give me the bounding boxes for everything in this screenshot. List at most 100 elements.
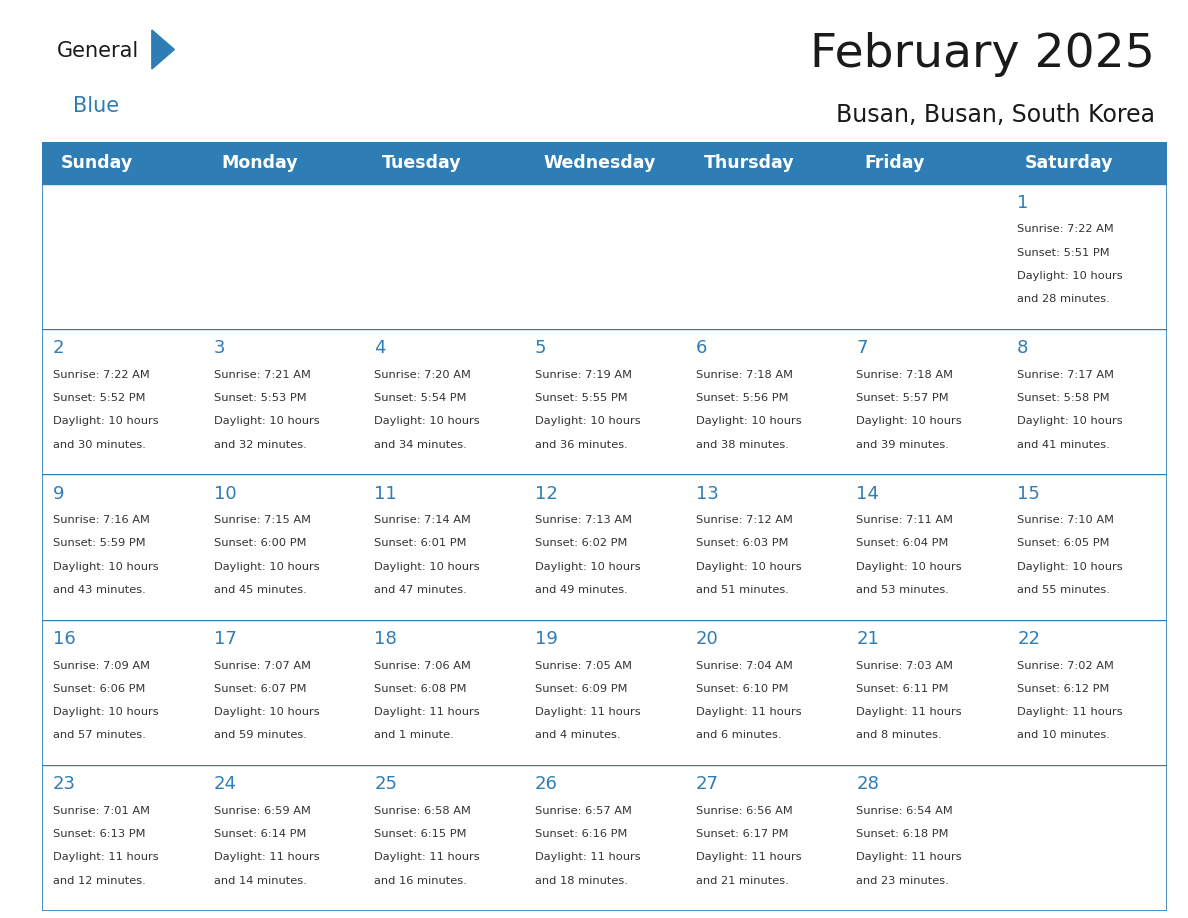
Polygon shape — [152, 30, 175, 69]
Text: Daylight: 10 hours: Daylight: 10 hours — [214, 707, 320, 717]
Text: and 38 minutes.: and 38 minutes. — [696, 440, 789, 450]
Text: Sunrise: 7:03 AM: Sunrise: 7:03 AM — [857, 661, 954, 670]
Text: Daylight: 10 hours: Daylight: 10 hours — [696, 416, 802, 426]
Text: Sunrise: 7:12 AM: Sunrise: 7:12 AM — [696, 515, 792, 525]
Text: Sunrise: 7:18 AM: Sunrise: 7:18 AM — [857, 370, 954, 380]
Text: and 53 minutes.: and 53 minutes. — [857, 585, 949, 595]
Text: 3: 3 — [214, 339, 225, 357]
Text: 4: 4 — [374, 339, 386, 357]
Text: Sunrise: 7:15 AM: Sunrise: 7:15 AM — [214, 515, 310, 525]
Text: and 55 minutes.: and 55 minutes. — [1017, 585, 1110, 595]
Text: Sunset: 5:57 PM: Sunset: 5:57 PM — [857, 393, 949, 403]
Text: Sunrise: 7:11 AM: Sunrise: 7:11 AM — [857, 515, 954, 525]
Text: and 30 minutes.: and 30 minutes. — [52, 440, 146, 450]
Text: Sunrise: 6:59 AM: Sunrise: 6:59 AM — [214, 806, 310, 816]
Text: 28: 28 — [857, 776, 879, 793]
Text: Daylight: 10 hours: Daylight: 10 hours — [1017, 416, 1123, 426]
Text: Blue: Blue — [74, 95, 119, 116]
Text: Daylight: 11 hours: Daylight: 11 hours — [535, 707, 640, 717]
Text: Sunrise: 7:19 AM: Sunrise: 7:19 AM — [535, 370, 632, 380]
Text: Sunset: 6:07 PM: Sunset: 6:07 PM — [214, 684, 307, 694]
Text: Sunrise: 7:21 AM: Sunrise: 7:21 AM — [214, 370, 310, 380]
Text: 18: 18 — [374, 630, 397, 648]
Text: Sunrise: 7:10 AM: Sunrise: 7:10 AM — [1017, 515, 1114, 525]
Text: and 14 minutes.: and 14 minutes. — [214, 876, 307, 886]
Text: and 59 minutes.: and 59 minutes. — [214, 731, 307, 740]
Text: Sunset: 5:55 PM: Sunset: 5:55 PM — [535, 393, 627, 403]
Text: Sunday: Sunday — [61, 154, 133, 172]
Text: Sunset: 6:11 PM: Sunset: 6:11 PM — [857, 684, 949, 694]
Text: Sunset: 6:18 PM: Sunset: 6:18 PM — [857, 829, 949, 839]
Text: Daylight: 11 hours: Daylight: 11 hours — [52, 853, 158, 863]
Text: and 51 minutes.: and 51 minutes. — [696, 585, 789, 595]
Text: Daylight: 10 hours: Daylight: 10 hours — [1017, 562, 1123, 572]
Text: Daylight: 10 hours: Daylight: 10 hours — [374, 416, 480, 426]
Text: 24: 24 — [214, 776, 236, 793]
Text: Sunset: 5:52 PM: Sunset: 5:52 PM — [52, 393, 145, 403]
Text: 16: 16 — [52, 630, 76, 648]
Text: February 2025: February 2025 — [810, 32, 1156, 77]
Text: Sunset: 6:10 PM: Sunset: 6:10 PM — [696, 684, 788, 694]
Text: 20: 20 — [696, 630, 719, 648]
Text: Daylight: 10 hours: Daylight: 10 hours — [535, 562, 640, 572]
Text: Sunset: 5:58 PM: Sunset: 5:58 PM — [1017, 393, 1110, 403]
Text: Daylight: 11 hours: Daylight: 11 hours — [535, 853, 640, 863]
Text: 25: 25 — [374, 776, 397, 793]
Text: Sunrise: 7:05 AM: Sunrise: 7:05 AM — [535, 661, 632, 670]
Text: 21: 21 — [857, 630, 879, 648]
Text: 19: 19 — [535, 630, 558, 648]
Text: and 41 minutes.: and 41 minutes. — [1017, 440, 1110, 450]
Text: Sunset: 5:56 PM: Sunset: 5:56 PM — [696, 393, 788, 403]
Text: General: General — [57, 40, 139, 61]
Text: and 8 minutes.: and 8 minutes. — [857, 731, 942, 740]
Text: Sunrise: 7:16 AM: Sunrise: 7:16 AM — [52, 515, 150, 525]
Text: 17: 17 — [214, 630, 236, 648]
Text: Thursday: Thursday — [703, 154, 795, 172]
Text: Daylight: 11 hours: Daylight: 11 hours — [696, 853, 802, 863]
Text: and 12 minutes.: and 12 minutes. — [52, 876, 146, 886]
Text: Daylight: 11 hours: Daylight: 11 hours — [1017, 707, 1123, 717]
Text: Sunset: 5:54 PM: Sunset: 5:54 PM — [374, 393, 467, 403]
Text: Daylight: 10 hours: Daylight: 10 hours — [1017, 271, 1123, 281]
Text: Daylight: 11 hours: Daylight: 11 hours — [374, 853, 480, 863]
Text: and 4 minutes.: and 4 minutes. — [535, 731, 620, 740]
Text: and 21 minutes.: and 21 minutes. — [696, 876, 789, 886]
Text: Sunrise: 7:13 AM: Sunrise: 7:13 AM — [535, 515, 632, 525]
Text: 22: 22 — [1017, 630, 1041, 648]
Text: Sunrise: 7:14 AM: Sunrise: 7:14 AM — [374, 515, 472, 525]
Text: Sunset: 6:04 PM: Sunset: 6:04 PM — [857, 538, 949, 548]
Text: and 36 minutes.: and 36 minutes. — [535, 440, 627, 450]
Text: Sunset: 6:00 PM: Sunset: 6:00 PM — [214, 538, 307, 548]
Text: Daylight: 10 hours: Daylight: 10 hours — [857, 416, 962, 426]
Text: Daylight: 11 hours: Daylight: 11 hours — [696, 707, 802, 717]
Text: and 49 minutes.: and 49 minutes. — [535, 585, 627, 595]
Text: Sunset: 6:13 PM: Sunset: 6:13 PM — [52, 829, 145, 839]
Text: Sunset: 6:15 PM: Sunset: 6:15 PM — [374, 829, 467, 839]
Text: 13: 13 — [696, 485, 719, 502]
Text: and 45 minutes.: and 45 minutes. — [214, 585, 307, 595]
Text: Sunset: 6:08 PM: Sunset: 6:08 PM — [374, 684, 467, 694]
Text: and 6 minutes.: and 6 minutes. — [696, 731, 782, 740]
Text: Sunrise: 7:07 AM: Sunrise: 7:07 AM — [214, 661, 310, 670]
Text: Sunset: 6:06 PM: Sunset: 6:06 PM — [52, 684, 145, 694]
Text: Sunrise: 7:01 AM: Sunrise: 7:01 AM — [52, 806, 150, 816]
Text: Daylight: 10 hours: Daylight: 10 hours — [374, 562, 480, 572]
Text: 12: 12 — [535, 485, 558, 502]
Text: Tuesday: Tuesday — [383, 154, 462, 172]
Text: Sunset: 5:51 PM: Sunset: 5:51 PM — [1017, 248, 1110, 258]
Text: Sunrise: 7:22 AM: Sunrise: 7:22 AM — [52, 370, 150, 380]
Text: Sunrise: 7:20 AM: Sunrise: 7:20 AM — [374, 370, 472, 380]
Text: Sunset: 6:14 PM: Sunset: 6:14 PM — [214, 829, 307, 839]
Text: 15: 15 — [1017, 485, 1040, 502]
Text: Sunrise: 7:22 AM: Sunrise: 7:22 AM — [1017, 224, 1114, 234]
Text: Daylight: 10 hours: Daylight: 10 hours — [52, 707, 158, 717]
Text: Saturday: Saturday — [1025, 154, 1113, 172]
Text: 5: 5 — [535, 339, 546, 357]
Text: 9: 9 — [52, 485, 64, 502]
Text: Sunrise: 7:17 AM: Sunrise: 7:17 AM — [1017, 370, 1114, 380]
Text: 23: 23 — [52, 776, 76, 793]
Text: 8: 8 — [1017, 339, 1029, 357]
Text: Sunrise: 6:56 AM: Sunrise: 6:56 AM — [696, 806, 792, 816]
Text: Sunrise: 7:18 AM: Sunrise: 7:18 AM — [696, 370, 792, 380]
Text: and 10 minutes.: and 10 minutes. — [1017, 731, 1110, 740]
